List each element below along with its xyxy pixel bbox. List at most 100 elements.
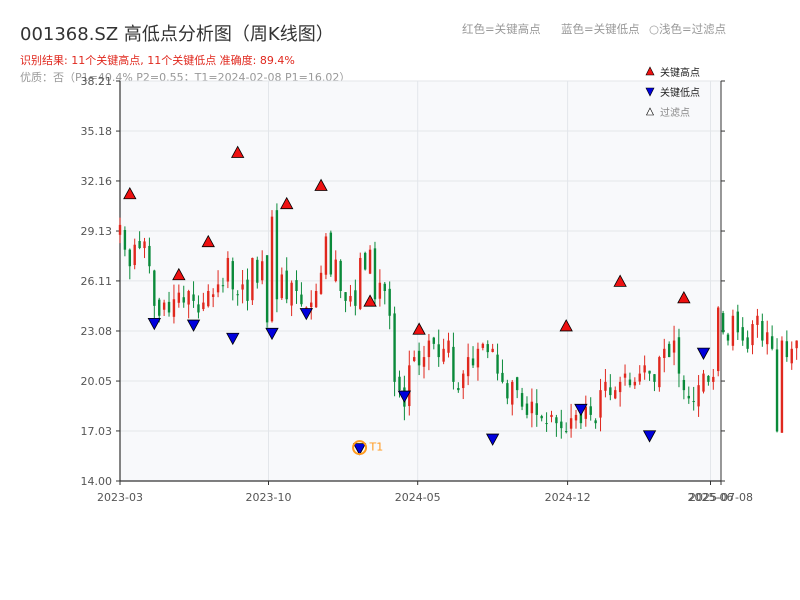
- legend-filtered-label: 过滤点: [660, 106, 690, 119]
- key-low-marker: [352, 443, 367, 456]
- key-high-marker: [559, 319, 573, 332]
- key-low-marker: [265, 327, 279, 341]
- candle-body: [442, 348, 445, 362]
- candle-body: [574, 414, 578, 421]
- key-low-marker: [485, 433, 500, 446]
- candle-body: [525, 403, 529, 415]
- candle-body: [638, 373, 641, 382]
- candle-body: [452, 346, 455, 382]
- candle-body: [486, 344, 489, 353]
- candle-body: [780, 340, 784, 433]
- x-tick-label: 2023-03: [97, 491, 143, 504]
- candle-body: [589, 406, 592, 415]
- candle-body: [368, 249, 372, 274]
- candle-body: [432, 337, 436, 344]
- candle-body: [731, 315, 735, 346]
- candle-body: [628, 379, 632, 386]
- candle-body: [354, 290, 357, 306]
- candle-body: [540, 416, 543, 419]
- candle-body: [677, 337, 681, 374]
- x-tick-label: 2024-05: [395, 491, 441, 504]
- key-low-marker: [397, 390, 412, 403]
- candle-body: [707, 375, 710, 382]
- candle-body: [383, 283, 386, 291]
- candle-body: [785, 341, 789, 358]
- candle-body: [702, 373, 705, 392]
- candle-body: [692, 401, 695, 403]
- candle-body: [280, 274, 284, 299]
- candle-body: [511, 381, 514, 405]
- candle-body: [153, 270, 156, 306]
- y-tick-label: 32.16: [81, 175, 113, 188]
- candle-body: [564, 431, 568, 433]
- candle-body: [648, 370, 651, 374]
- y-tick-label: 29.13: [81, 225, 113, 238]
- candle-body: [251, 257, 254, 301]
- candle-body: [295, 280, 298, 291]
- candle-body: [344, 292, 347, 301]
- candle-body: [123, 229, 127, 250]
- candle-body: [663, 348, 666, 358]
- key-high-marker: [172, 267, 186, 281]
- candle-body: [535, 403, 538, 415]
- key-high-marker: [677, 291, 691, 304]
- key-low-marker: [574, 403, 588, 417]
- candle-body: [192, 294, 195, 301]
- candle-body: [462, 373, 465, 389]
- candle-body: [545, 423, 548, 425]
- candle-body: [412, 357, 416, 361]
- candle-body: [363, 252, 367, 270]
- t1-circle: [352, 440, 368, 456]
- legend-low-icon: [645, 87, 655, 97]
- candle-body: [506, 383, 509, 399]
- key-high-marker: [280, 196, 294, 210]
- y-tick-label: 20.05: [81, 375, 113, 388]
- candle-body: [550, 414, 553, 418]
- candle-body: [520, 393, 524, 407]
- candle-body: [609, 387, 612, 396]
- candle-body: [560, 421, 563, 429]
- candle-body: [437, 344, 440, 358]
- key-high-marker: [314, 178, 328, 191]
- candle-body: [314, 290, 318, 308]
- candle-body: [241, 284, 244, 290]
- candle-body: [133, 244, 136, 266]
- candle-body: [256, 259, 259, 283]
- candle-body: [207, 290, 210, 307]
- candle-body: [766, 332, 769, 345]
- candle-body: [290, 282, 293, 306]
- candle-body: [579, 414, 583, 424]
- y-tick-label: 35.18: [81, 125, 113, 138]
- candle-body: [770, 336, 774, 349]
- key-low-marker: [299, 308, 313, 321]
- key-low-marker: [147, 317, 161, 331]
- key-high-marker: [613, 274, 627, 287]
- candle-body: [118, 224, 122, 235]
- candle-body: [265, 255, 269, 323]
- candle-body: [158, 299, 161, 316]
- candle-body: [751, 324, 754, 346]
- candle-body: [682, 379, 686, 391]
- candle-body: [162, 302, 166, 310]
- key-high-marker: [123, 186, 137, 200]
- key-low-marker: [226, 332, 240, 346]
- x-tick-label: 2025-07-08: [689, 491, 753, 504]
- candle-body: [584, 406, 588, 419]
- candle-body: [417, 350, 421, 366]
- candle-body: [687, 395, 690, 399]
- candle-body: [530, 401, 534, 414]
- candle-body: [202, 302, 205, 310]
- candle-body: [496, 354, 499, 374]
- candle-body: [501, 372, 504, 382]
- candle-body: [761, 320, 764, 341]
- candle-body: [216, 284, 220, 293]
- candle-body: [697, 385, 700, 407]
- legend-high-label: 关键高点: [660, 66, 700, 79]
- candle-body: [329, 232, 333, 275]
- y-tick-label: 38.21: [81, 75, 113, 88]
- key-high-marker: [231, 145, 245, 158]
- candle-body: [300, 294, 303, 305]
- candle-body: [339, 260, 342, 291]
- candle-body: [633, 381, 637, 386]
- candle-body: [148, 245, 151, 267]
